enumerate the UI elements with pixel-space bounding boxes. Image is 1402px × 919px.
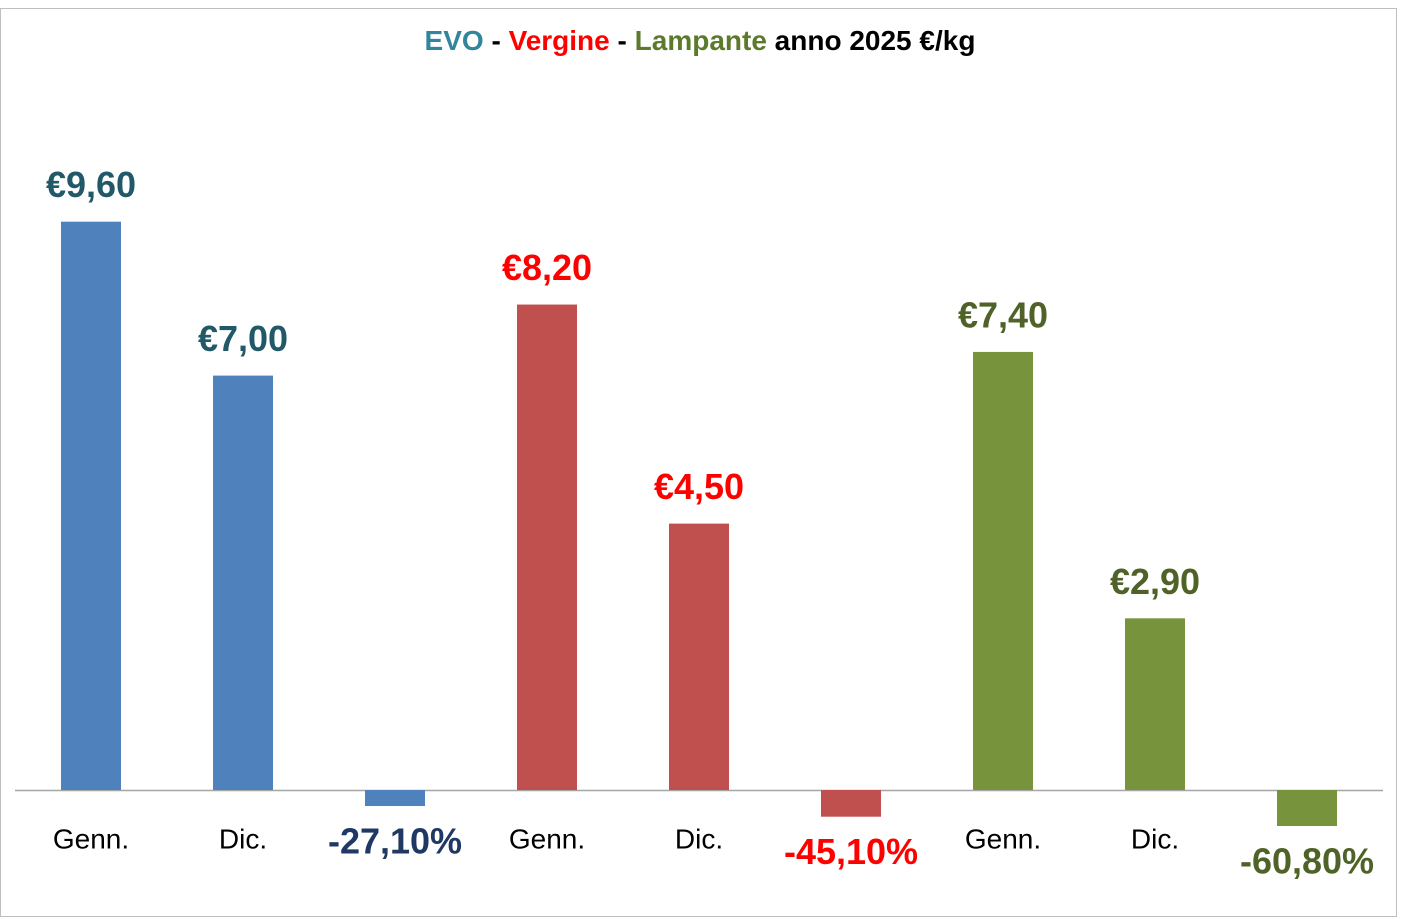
bar: [517, 304, 577, 790]
x-tick-label: Dic.: [675, 823, 723, 854]
data-label: €4,50: [654, 466, 744, 507]
data-label: -60,80%: [1240, 841, 1374, 882]
data-label: €7,00: [198, 318, 288, 359]
x-tick-label: Genn.: [965, 823, 1041, 854]
title-part: Vergine: [509, 25, 610, 56]
title-part: -: [610, 25, 635, 56]
title-part: -: [484, 25, 509, 56]
title-part: anno 2025 €/kg: [767, 25, 976, 56]
title-part: Lampante: [635, 25, 767, 56]
title-part: EVO: [425, 25, 484, 56]
x-tick-label: Dic.: [1131, 823, 1179, 854]
data-label: €7,40: [958, 294, 1048, 335]
data-label: -45,10%: [784, 831, 918, 872]
x-tick-label: Dic.: [219, 823, 267, 854]
data-label: €2,90: [1110, 561, 1200, 602]
bar: [61, 221, 121, 790]
x-tick-label: Genn.: [53, 823, 129, 854]
chart-title: EVO - Vergine - Lampante anno 2025 €/kg: [425, 25, 976, 56]
bar: [1125, 618, 1185, 790]
bar: [973, 351, 1033, 790]
data-label: -27,10%: [328, 821, 462, 862]
data-label: €8,20: [502, 247, 592, 288]
bar: [365, 790, 425, 807]
bar: [213, 375, 273, 790]
bar: [669, 523, 729, 790]
bar: [821, 790, 881, 817]
bar: [1277, 790, 1337, 826]
data-label: €9,60: [46, 164, 136, 205]
x-tick-label: Genn.: [509, 823, 585, 854]
